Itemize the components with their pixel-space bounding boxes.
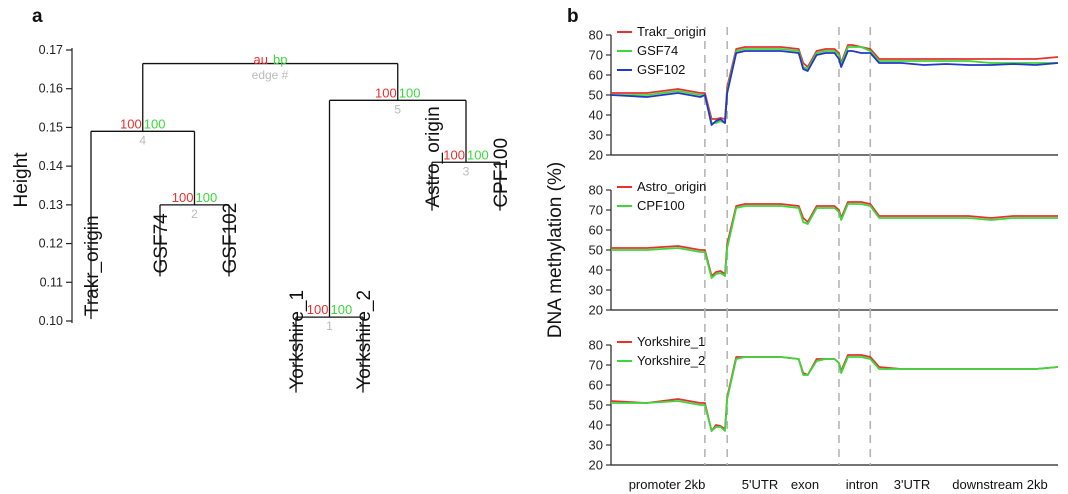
node-edge-number: 5 [394,102,401,116]
legend-entry: Yorkshire_1 [637,334,705,349]
leaf-label: Yorkshire_1 [287,290,308,390]
y-tick-label: 0.12 [39,237,63,251]
series-line [611,201,1058,277]
node-edge-number: 3 [463,164,470,178]
subplot-y-tick-label: 50 [589,398,603,413]
subplot-y-tick-label: 40 [589,108,603,123]
subplot-y-tick-label: 50 [589,88,603,103]
node-edge-number: 2 [191,207,198,221]
subplot-y-tick-label: 30 [589,438,603,453]
node-edge-number: 4 [139,133,146,147]
node-au-value: 100 [443,147,465,162]
region-label: 3'UTR [894,477,930,492]
y-tick-label: 0.16 [39,82,63,96]
leaf-label: CPF100 [491,138,512,208]
panel-a-dendrogram: a Height 0.100.110.120.130.140.150.160.1… [11,6,512,393]
panel-b-methylation: b DNA methylation (%) 20 30 40 50 60 70 80 Trak… [545,6,1059,492]
leaf-label: Yorkshire_2 [354,290,375,390]
region-labels: promoter 2kb 5'UTR exon intron 3'UTR downstre… [629,477,1048,492]
region-label: 5'UTR [742,477,778,492]
node-bp-value: 100 [467,147,489,162]
series-line [611,203,1058,279]
node-bp-value: 100 [331,302,353,317]
subplot-y-tick-label: 20 [589,458,603,473]
y-axis: 0.10 0.11 0.12 0.13 0.14 0.15 0.16 0.17 [39,43,73,328]
legend-au-text: au [254,52,268,67]
node-au-value: 100 [172,190,194,205]
legend-entry: GSF102 [637,62,685,77]
leaf-label: Trakr_origin [82,215,103,316]
methylation-subplot: 20 30 40 50 60 70 80 Trakr_origin GSF74 GSF102 [589,24,1059,182]
subplot-y-tick-label: 60 [589,68,603,83]
y-axis-label: Height [11,152,32,208]
subplot-y-tick-label: 20 [589,148,603,163]
y-tick-label: 0.10 [39,314,63,328]
region-label: exon [791,477,819,492]
subplot-y-tick-label: 60 [589,223,603,238]
series-line [611,44,1059,120]
series-line [610,50,1059,126]
node-au-value: 100 [375,85,397,100]
leaf-label: GSF102 [220,203,241,274]
region-label: promoter 2kb [629,477,706,492]
methylation-subplot: 20 30 40 50 60 70 80 Astro_origin CPF100 [589,179,1058,337]
subplot-y-tick-label: 70 [589,48,603,63]
node-au-value: 100 [120,116,142,131]
node-bp-value: 100 [144,116,166,131]
subplot-y-tick-label: 80 [589,183,603,198]
leaf-label: GSF74 [151,213,172,274]
legend-edge-text: edge # [252,68,289,82]
subplot-y-tick-label: 30 [589,128,603,143]
legend-bp-text: bp [273,52,287,67]
legend-entry: Astro_origin [637,179,706,194]
subplot-y-tick-label: 80 [589,338,603,353]
subplot-y-tick-label: 20 [589,303,603,318]
legend-entry: CPF100 [637,198,685,213]
node-au-value: 100 [307,302,329,317]
series-line [611,356,1059,432]
dendrogram-branches [90,62,501,393]
subplot-y-tick-label: 70 [589,203,603,218]
node-bp-value: 100 [399,85,421,100]
au-bp-legend: au bp edge # [252,52,289,82]
legend-entry: Yorkshire_2 [637,353,705,368]
y-axis-label-methylation: DNA methylation (%) [545,162,566,338]
panel-b-letter: b [567,6,579,27]
methylation-subplot: 20 30 40 50 60 70 80 Yorkshire_1 Yorkshire_2 [589,334,1059,473]
subplot-y-tick-label: 70 [589,358,603,373]
node-edge-number: 1 [326,319,333,333]
node-bp-value: 100 [196,190,218,205]
y-tick-label: 0.17 [39,43,63,57]
region-label: downstream 2kb [952,477,1047,492]
y-tick-label: 0.11 [40,275,63,289]
subplot-y-tick-label: 40 [589,418,603,433]
subplot-y-tick-label: 30 [589,283,603,298]
legend-entry: GSF74 [637,43,678,58]
legend-entry: Trakr_origin [637,24,706,39]
leaf-label: Astro_origin [423,106,444,207]
subplot-y-tick-label: 80 [589,28,603,43]
leaf-labels: Trakr_origin GSF74 GSF102 Yorkshire_1 Yorksh… [82,106,512,389]
subplot-y-tick-label: 60 [589,378,603,393]
y-tick-label: 0.13 [39,198,63,212]
region-label: intron [846,477,879,492]
subplot-y-tick-label: 40 [589,263,603,278]
y-tick-label: 0.15 [39,120,63,134]
y-tick-label: 0.14 [39,159,63,173]
subplot-y-tick-label: 50 [589,243,603,258]
panel-a-letter: a [32,6,43,27]
